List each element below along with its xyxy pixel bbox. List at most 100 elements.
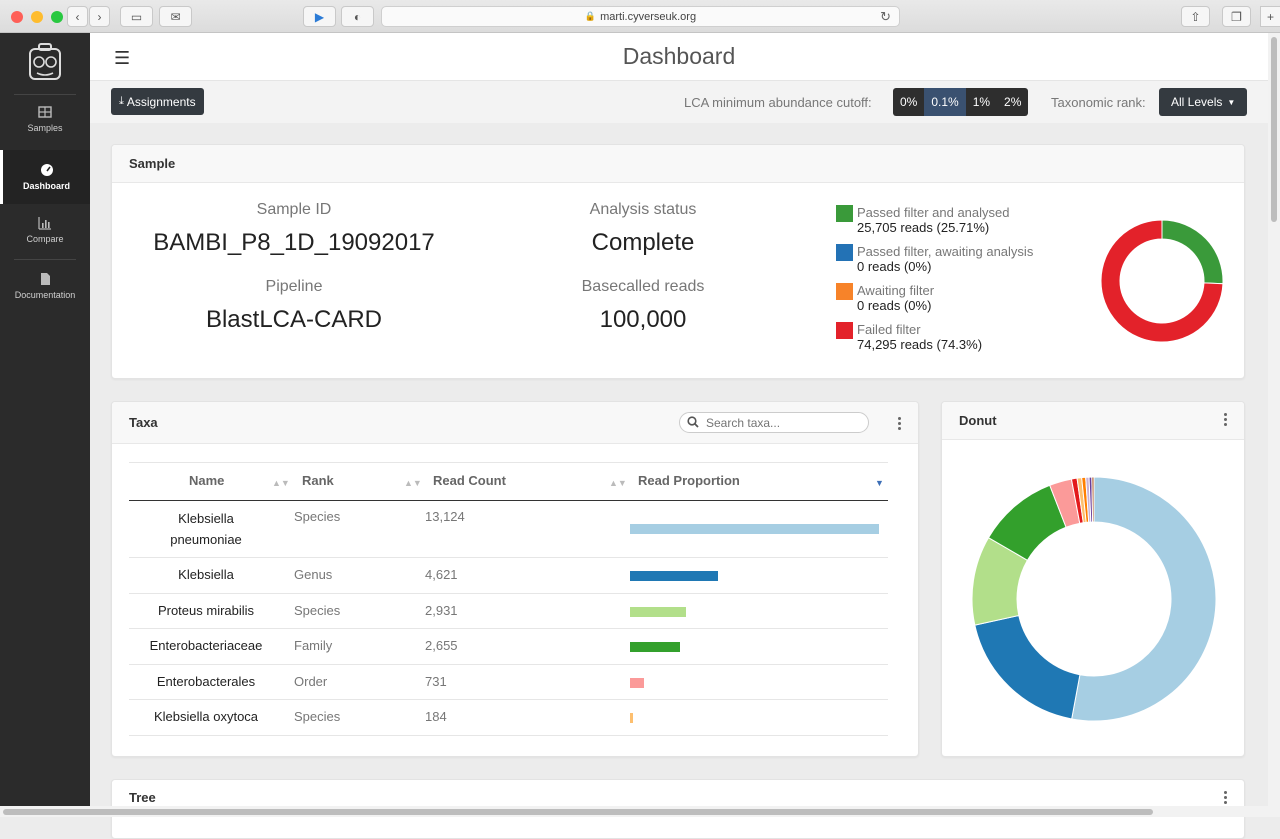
taxa-card: Taxa Name ▲▼ Rank ▲▼ Read Count ▲▼ Read … xyxy=(111,401,919,757)
gauge-icon xyxy=(40,164,53,176)
sort-icon[interactable]: ▲▼ xyxy=(609,478,627,488)
cell-name: Klebsiella xyxy=(178,567,234,582)
legend-item: Passed filter and analysed 25,705 reads (… xyxy=(836,205,1066,239)
back-button[interactable]: ‹ xyxy=(67,6,88,27)
table-row[interactable]: Enterobacteriaceae Family 2,655 xyxy=(129,629,888,665)
lca-option-1[interactable]: 1% xyxy=(965,88,998,116)
donut-menu-icon[interactable] xyxy=(1224,413,1228,428)
assignments-download-button[interactable]: ⤓ Assignments xyxy=(111,88,204,115)
maximize-window-button[interactable] xyxy=(51,11,63,23)
address-bar[interactable]: 🔒 marti.cyverseuk.org ↻ xyxy=(381,6,900,27)
sidebar-item-label: Compare xyxy=(26,234,64,244)
sidebar-item-samples[interactable]: Samples xyxy=(0,105,90,159)
table-row[interactable]: Klebsiella oxytoca Species 184 xyxy=(129,700,888,736)
vertical-scroll-thumb[interactable] xyxy=(1271,37,1277,222)
read-proportion-bar xyxy=(630,607,686,617)
legend-value: 25,705 reads (25.71%) xyxy=(857,220,990,235)
column-header-read-count[interactable]: Read Count xyxy=(433,473,506,488)
read-proportion-bar xyxy=(630,678,644,688)
column-header-rank[interactable]: Rank xyxy=(302,473,334,488)
cell-rank: Species xyxy=(294,709,341,724)
taxa-donut-chart xyxy=(971,476,1217,722)
legend-name: Awaiting filter xyxy=(857,283,935,298)
media-icon[interactable]: ▶ xyxy=(303,6,336,27)
sample-id-value: BAMBI_P8_1D_19092017 xyxy=(153,229,435,256)
minimize-window-button[interactable] xyxy=(31,11,43,23)
sample-card: Sample Sample ID BAMBI_P8_1D_19092017 Pi… xyxy=(111,144,1245,379)
sidebar-item-compare[interactable]: Compare xyxy=(0,216,90,270)
share-icon[interactable]: ⇧ xyxy=(1181,6,1210,27)
table-row[interactable]: Enterobacterales Order 731 xyxy=(129,665,888,700)
sidebar: Samples Dashboard Compare Documentation xyxy=(0,33,90,817)
taxonomic-rank-dropdown[interactable]: All Levels ▼ xyxy=(1159,88,1248,116)
sidebar-item-label: Samples xyxy=(27,123,63,133)
cell-read-count: 13,124 xyxy=(425,509,465,524)
legend-item: Failed filter 74,295 reads (74.3%) xyxy=(836,322,1066,356)
top-bar: ☰ Dashboard xyxy=(90,33,1268,81)
forward-button[interactable]: › xyxy=(89,6,110,27)
cell-name: Klebsiella oxytoca xyxy=(153,709,259,724)
donut-card-title: Donut xyxy=(959,413,997,428)
search-icon xyxy=(687,416,699,428)
legend-value: 0 reads (0%) xyxy=(857,259,932,274)
reload-icon[interactable]: ↻ xyxy=(880,9,891,24)
new-tab-button[interactable]: + xyxy=(1260,6,1280,27)
read-proportion-bar xyxy=(630,524,879,534)
horizontal-scroll-thumb[interactable] xyxy=(3,809,1153,815)
read-status-donut-chart xyxy=(1101,220,1223,342)
sort-icon[interactable]: ▲▼ xyxy=(272,478,290,488)
legend-name: Passed filter and analysed xyxy=(857,205,1010,220)
cell-read-count: 2,655 xyxy=(425,638,458,653)
status-slice-0[interactable] xyxy=(1161,220,1223,285)
sidebar-item-label: Documentation xyxy=(14,290,76,300)
legend-value: 0 reads (0%) xyxy=(857,298,932,313)
read-proportion-bar xyxy=(630,642,680,652)
cell-read-count: 4,621 xyxy=(425,567,458,582)
tabs-overview-icon[interactable]: ❐ xyxy=(1222,6,1251,27)
basecalled-reads-value: 100,000 xyxy=(599,306,687,333)
mail-icon[interactable]: ✉ xyxy=(159,6,192,27)
lca-cutoff-selector: 0% 0.1% 1% 2% xyxy=(893,88,1029,116)
sidebar-item-dashboard[interactable]: Dashboard xyxy=(0,150,90,204)
horizontal-scrollbar[interactable] xyxy=(0,806,1268,817)
close-window-button[interactable] xyxy=(11,11,23,23)
legend-swatch xyxy=(836,205,853,222)
lca-option-0[interactable]: 0% xyxy=(893,88,925,116)
sort-icon[interactable]: ▲▼ xyxy=(404,478,422,488)
analysis-status-label: Analysis status xyxy=(589,201,697,218)
taxa-slice-0[interactable] xyxy=(1071,476,1217,722)
taxa-search-input[interactable] xyxy=(706,415,861,431)
vertical-scrollbar[interactable] xyxy=(1268,33,1280,817)
cell-name: Proteus mirabilis xyxy=(157,603,255,618)
taxa-search xyxy=(679,412,869,433)
menu-toggle-icon[interactable]: ☰ xyxy=(114,48,131,68)
tree-menu-icon[interactable] xyxy=(1224,791,1228,806)
column-header-name[interactable]: Name xyxy=(189,473,225,488)
privacy-shield-icon[interactable]: ◐ xyxy=(341,6,374,27)
sidebar-toggle-icon[interactable]: ▭ xyxy=(120,6,153,27)
cell-rank: Genus xyxy=(294,567,333,582)
legend-name: Failed filter xyxy=(857,322,921,337)
taxonomic-rank-value: All Levels xyxy=(1171,95,1223,109)
table-row[interactable]: Klebsiella pneumoniae Species 13,124 xyxy=(129,501,888,558)
lca-option-0-1[interactable]: 0.1% xyxy=(924,88,966,116)
sidebar-item-documentation[interactable]: Documentation xyxy=(0,272,90,326)
cell-name: Enterobacterales xyxy=(156,674,256,689)
lca-cutoff-label: LCA minimum abundance cutoff: xyxy=(684,95,872,110)
taxa-slice-10[interactable] xyxy=(1091,476,1095,523)
cell-rank: Order xyxy=(294,674,328,689)
document-icon xyxy=(41,273,50,285)
table-row[interactable]: Klebsiella Genus 4,621 xyxy=(129,558,888,594)
cell-read-count: 2,931 xyxy=(425,603,458,618)
cell-rank: Species xyxy=(294,509,341,524)
tree-card-title: Tree xyxy=(129,790,156,805)
column-header-read-proportion[interactable]: Read Proportion xyxy=(638,473,740,488)
sort-descending-icon[interactable]: ▼ xyxy=(875,478,884,488)
taxa-menu-icon[interactable] xyxy=(898,417,902,432)
lca-option-2[interactable]: 2% xyxy=(997,88,1029,116)
status-slice-3[interactable] xyxy=(1101,220,1223,342)
cell-rank: Species xyxy=(294,603,341,618)
cell-name: Klebsiella pneumoniae xyxy=(170,511,242,547)
taxa-slice-1[interactable] xyxy=(974,614,1081,720)
table-row[interactable]: Proteus mirabilis Species 2,931 xyxy=(129,594,888,629)
